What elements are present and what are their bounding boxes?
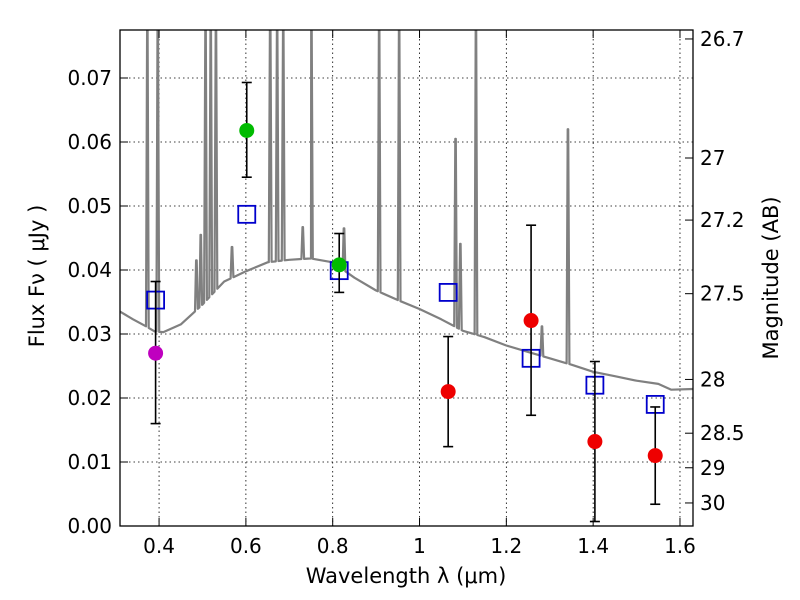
- y-tick-label: 0.01: [67, 450, 112, 474]
- observed-flux-point: [440, 384, 456, 400]
- y2-tick-label: 27: [700, 146, 725, 170]
- y-axis-label: Flux Fν ( μJy ): [25, 205, 49, 348]
- x-tick-label: 1: [413, 534, 426, 558]
- y-tick-label: 0.05: [67, 194, 112, 218]
- y2-tick-label: 26.7: [700, 27, 745, 51]
- y-tick-label: 0.03: [67, 322, 112, 346]
- x-tick-label: 1.6: [664, 534, 696, 558]
- observed-flux-point: [331, 257, 347, 273]
- x-axis-label: Wavelength λ (μm): [306, 564, 507, 588]
- y2-tick-label: 28: [700, 367, 725, 391]
- y-tick-label: 0.02: [67, 386, 112, 410]
- x-tick-label: 0.4: [143, 534, 175, 558]
- x-tick-label: 1.4: [577, 534, 609, 558]
- y-tick-label: 0.04: [67, 258, 112, 282]
- y2-tick-label: 27.5: [700, 282, 745, 306]
- y2-tick-label: 28.5: [700, 421, 745, 445]
- observed-flux-point: [647, 448, 663, 464]
- y2-tick-label: 29: [700, 456, 725, 480]
- model-photometry-square: [237, 204, 257, 224]
- observed-flux-point: [148, 345, 164, 361]
- plot-frame: [119, 29, 694, 527]
- observed-flux-point: [239, 122, 255, 138]
- y2-tick-label: 27.2: [700, 208, 745, 232]
- model-photometry-square: [438, 282, 458, 302]
- y-tick-label: 0.06: [67, 130, 112, 154]
- axes: 0.4 0.6 0.8 1 1.2 1.4 1.6 0.00 0.01 0.02 0.03 0.04 0…: [67, 27, 744, 558]
- x-tick-label: 0.8: [317, 534, 349, 558]
- y2-tick-label: 30: [700, 491, 725, 515]
- model-spectrum-line: [120, 30, 693, 391]
- y-tick-label: 0.07: [67, 66, 112, 90]
- x-tick-label: 1.2: [490, 534, 522, 558]
- y-tick-label: 0.00: [67, 514, 112, 538]
- x-tick-label: 0.6: [230, 534, 262, 558]
- y2-axis-label: Magnitude (AB): [759, 196, 783, 359]
- error-bars: [148, 81, 663, 523]
- observed-flux-point: [587, 434, 603, 450]
- observed-flux-point: [523, 313, 539, 329]
